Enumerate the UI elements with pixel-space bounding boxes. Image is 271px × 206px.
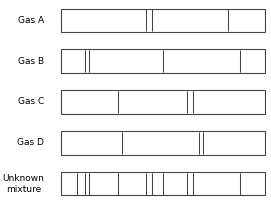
Bar	[61, 172, 264, 195]
Text: Gas D: Gas D	[17, 138, 44, 147]
Text: Gas B: Gas B	[18, 57, 44, 66]
Text: Gas C: Gas C	[18, 97, 44, 107]
Bar	[61, 131, 264, 154]
Bar	[61, 8, 264, 32]
Bar	[61, 90, 264, 114]
Text: Gas A: Gas A	[18, 16, 44, 25]
Text: Unknown
mixture: Unknown mixture	[2, 174, 44, 193]
Bar	[61, 49, 264, 73]
